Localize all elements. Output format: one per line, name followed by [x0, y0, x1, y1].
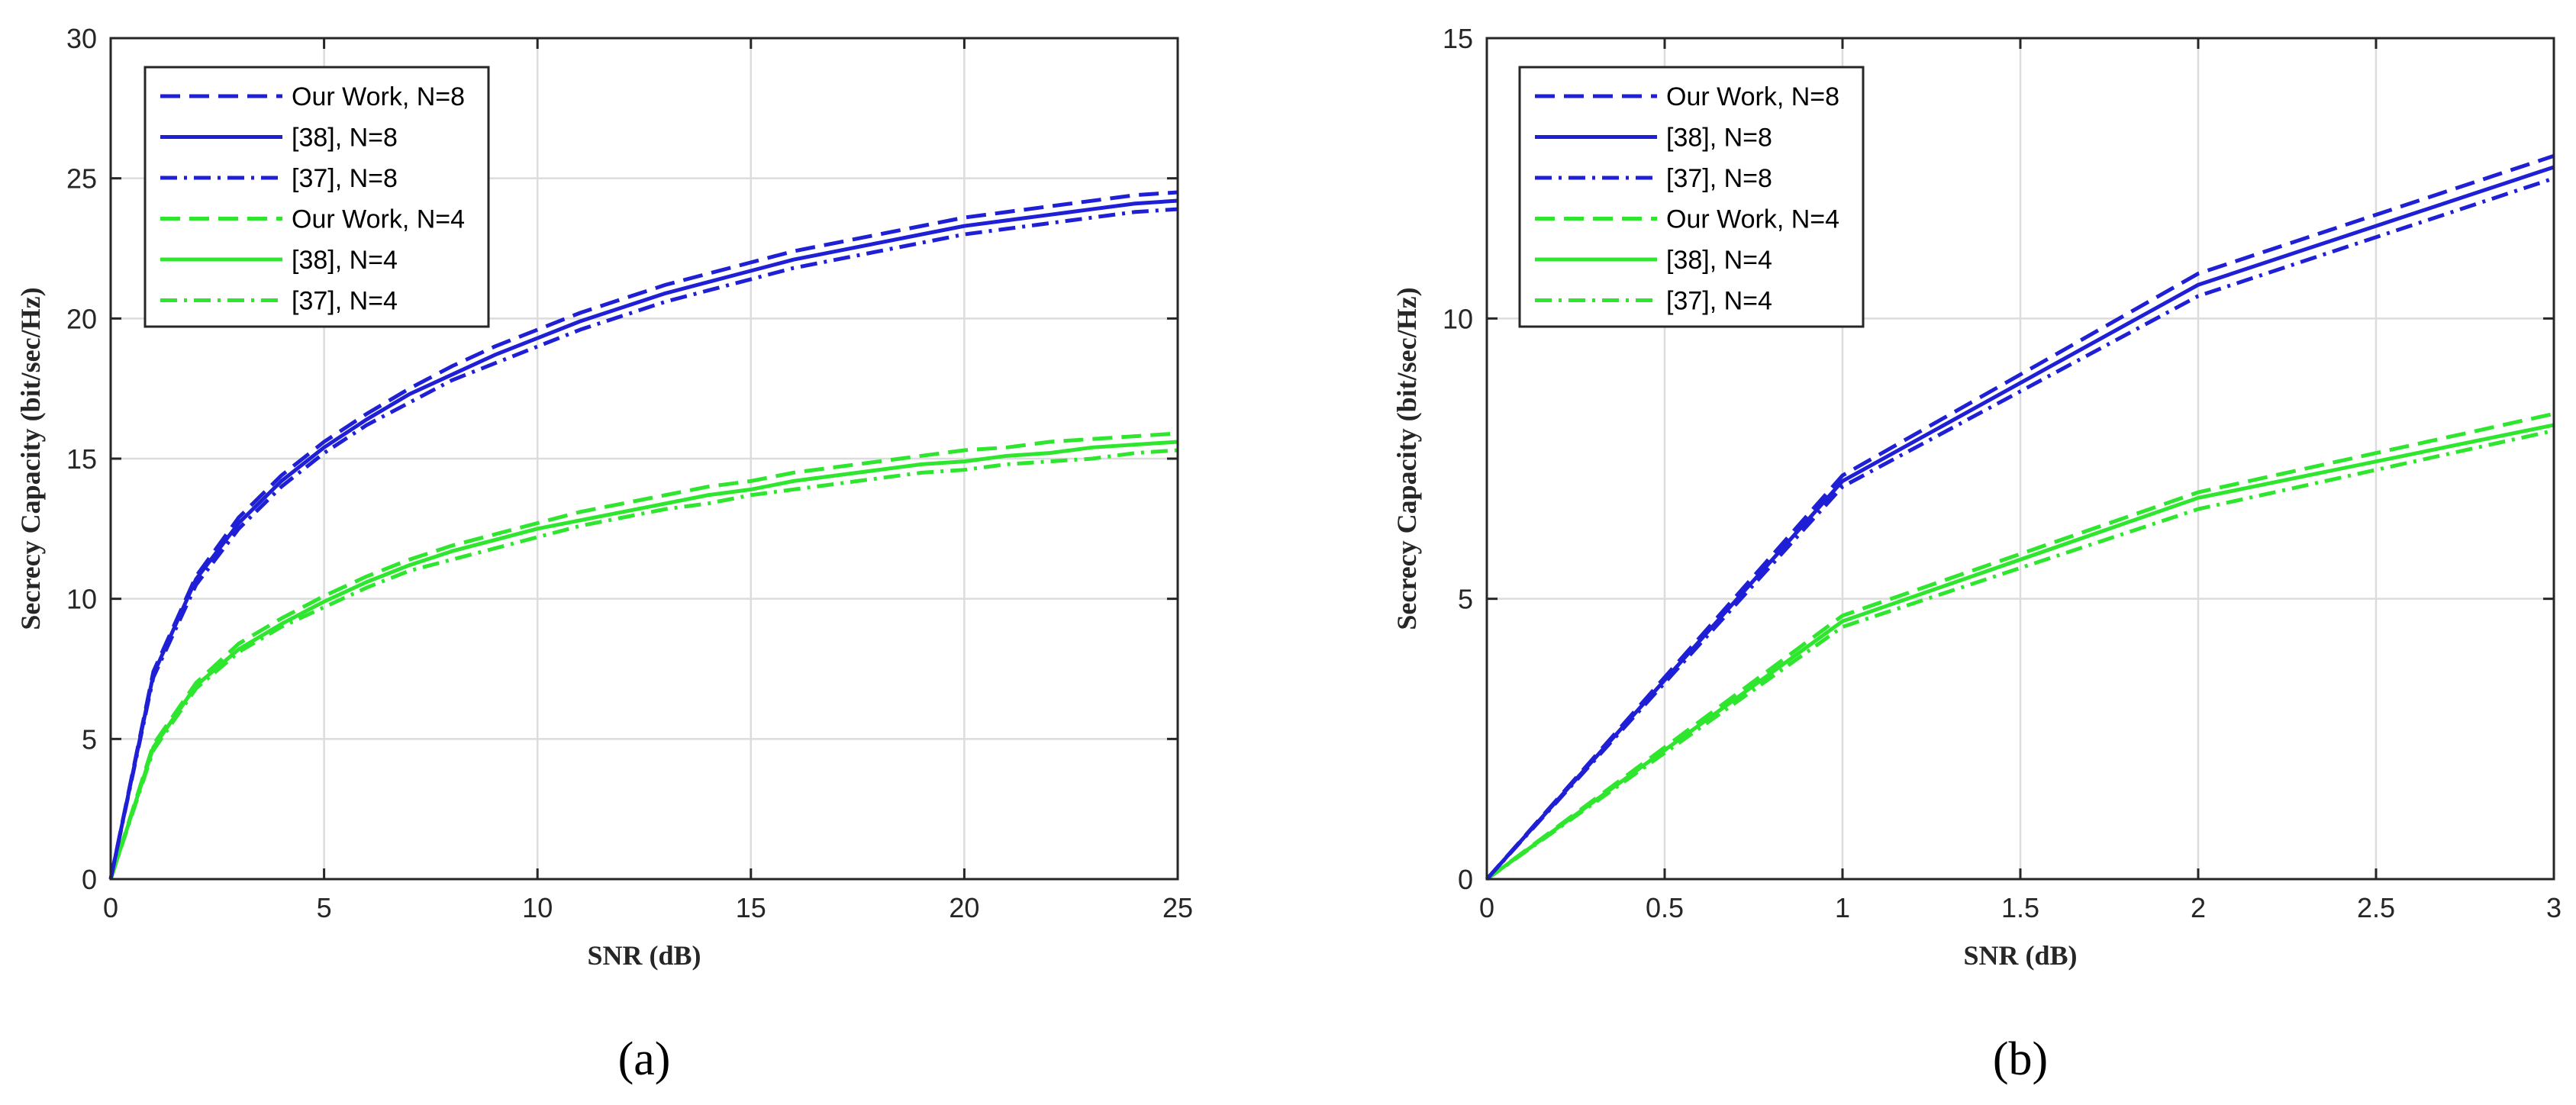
legend-box — [143, 66, 490, 328]
legend-label-r38_n4: [38], N=4 — [1666, 246, 1772, 275]
x-tick-label: 3 — [2546, 892, 2561, 923]
series-line-r37_n8 — [1485, 176, 2555, 881]
legend-label-r38_n8: [38], N=8 — [1666, 124, 1772, 153]
y-tick-label: 20 — [66, 303, 97, 334]
y-tick-label: 0 — [1458, 864, 1473, 895]
series-line-r37_n4 — [1485, 428, 2555, 881]
y-axis-label: Secrecy Capacity (bit/sec/Hz) — [1391, 287, 1422, 630]
panel-label: (b) — [1993, 1033, 2048, 1085]
panel-a: 0 5 10 15 20 25 0 5 10 15 20 25 30 SNR (dB) Secrecy Ca… — [15, 23, 1193, 1085]
y-tick-label: 25 — [66, 163, 97, 195]
y-axis-label: Secrecy Capacity (bit/sec/Hz) — [15, 287, 46, 630]
x-tick-label: 2 — [2191, 892, 2206, 923]
x-tick-label: 5 — [317, 892, 332, 923]
legend-label-our_n4: Our Work, N=4 — [1666, 205, 1839, 234]
legend-label-r37_n8: [37], N=8 — [1666, 164, 1772, 193]
y-tick-label: 15 — [1443, 23, 1473, 54]
series-line-r38_n4 — [1485, 423, 2555, 881]
y-tick-label: 5 — [82, 723, 97, 755]
y-tick-label: 10 — [66, 584, 97, 615]
x-tick-label: 2.5 — [2357, 892, 2395, 923]
x-tick-label: 1 — [1835, 892, 1850, 923]
x-tick-label: 15 — [736, 892, 766, 923]
series-line-r38_n4 — [108, 440, 1178, 880]
series-line-r37_n8 — [108, 207, 1178, 880]
panel-b: 0 0.5 1 1.5 2 2.5 3 0 5 10 15 SNR (dB) Secrecy Capac… — [1391, 23, 2561, 1085]
x-tick-label: 0.5 — [1646, 892, 1684, 923]
legend-box — [1518, 66, 1865, 328]
legend-label-our_n4: Our Work, N=4 — [292, 205, 465, 234]
series-line-r38_n8 — [108, 198, 1178, 880]
y-tick-label: 10 — [1443, 303, 1473, 334]
panel-label: (a) — [618, 1033, 671, 1085]
x-axis-label: SNR (dB) — [1963, 940, 2077, 971]
legend-label-our_n8: Our Work, N=8 — [1666, 82, 1839, 111]
legend: Our Work, N=8 [38], N=8 [37], N=8 Our Work,… — [143, 66, 490, 328]
x-axis-label: SNR (dB) — [587, 940, 701, 971]
legend: Our Work, N=8 [38], N=8 [37], N=8 Our Work,… — [1518, 66, 1865, 328]
legend-label-r37_n4: [37], N=4 — [292, 287, 398, 316]
x-tick-label: 0 — [1479, 892, 1494, 923]
x-tick-label: 1.5 — [2001, 892, 2039, 923]
series-line-our_n4 — [108, 431, 1178, 880]
series-line-our_n4 — [1485, 411, 2555, 881]
legend-label-r38_n4: [38], N=4 — [292, 246, 398, 275]
y-tick-label: 30 — [66, 23, 97, 54]
y-tick-label: 15 — [66, 443, 97, 475]
x-tick-label: 10 — [522, 892, 553, 923]
y-tick-label: 0 — [82, 864, 97, 895]
series-line-our_n8 — [1485, 153, 2555, 881]
x-tick-label: 25 — [1162, 892, 1193, 923]
y-tick-label: 5 — [1458, 584, 1473, 615]
x-tick-label: 20 — [949, 892, 979, 923]
legend-label-r37_n4: [37], N=4 — [1666, 287, 1772, 316]
legend-label-r37_n8: [37], N=8 — [292, 164, 398, 193]
legend-label-our_n8: Our Work, N=8 — [292, 82, 465, 111]
x-tick-label: 0 — [103, 892, 118, 923]
legend-label-r38_n8: [38], N=8 — [292, 124, 398, 153]
series-line-r37_n4 — [108, 448, 1178, 880]
series-line-our_n8 — [108, 190, 1178, 880]
